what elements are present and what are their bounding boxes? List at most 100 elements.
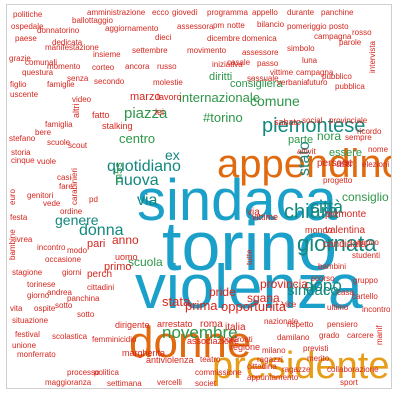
cloud-word: bambine: [8, 229, 17, 260]
cloud-word: presidente: [212, 345, 389, 387]
cloud-word: via: [137, 192, 158, 209]
cloud-word: storia: [11, 148, 31, 157]
cloud-word: cartello: [352, 292, 378, 301]
cloud-word: consigliera: [230, 78, 283, 90]
cloud-word: notte: [227, 21, 245, 30]
cloud-word: manif: [375, 325, 384, 345]
cloud-word: sgana: [247, 291, 280, 305]
cloud-word: societ: [195, 379, 217, 388]
cloud-word: italia: [225, 322, 246, 333]
cloud-word: internazionale: [179, 90, 260, 105]
cloud-word: cittadina: [247, 362, 277, 371]
cloud-word: cinque: [11, 156, 35, 165]
cloud-word: sport: [340, 378, 359, 387]
cloud-word: opportunità: [221, 299, 287, 314]
cloud-word: asti: [336, 159, 352, 170]
cloud-word: sabato: [274, 117, 301, 127]
cloud-word: ancora: [125, 62, 150, 71]
cloud-word: provinciale: [329, 116, 368, 125]
cloud-word: regione: [230, 342, 260, 352]
cloud-word: ballottaggio: [72, 16, 113, 25]
cloud-word: movimento: [187, 46, 227, 55]
cloud-word: piemonte: [325, 209, 367, 220]
cloud-word: parte: [288, 134, 313, 146]
cloud-word: sindaca: [137, 168, 338, 233]
cloud-word: andrea: [47, 288, 72, 297]
cloud-word: nora: [317, 129, 341, 143]
cloud-word: dicembre: [207, 34, 240, 43]
cloud-word: sotto: [55, 301, 73, 310]
cloud-word: piazza: [124, 105, 168, 122]
cloud-word: donnatorino: [37, 26, 80, 35]
cloud-word: consiglio: [342, 190, 389, 204]
cloud-word: grazie: [9, 54, 31, 63]
cloud-word: milano: [262, 346, 286, 355]
cloud-word: panchine: [321, 8, 354, 17]
cloud-word: video: [72, 95, 92, 104]
cloud-word: casale: [227, 58, 251, 67]
cloud-word: diritti: [209, 71, 232, 83]
cloud-word: attivit: [297, 147, 316, 156]
cloud-word: valentina: [325, 225, 365, 236]
cloud-word: rosso: [352, 28, 372, 37]
cloud-word: studenti: [352, 251, 380, 260]
cloud-word: politiche: [13, 10, 43, 19]
cloud-word: settembre: [132, 46, 168, 55]
cloud-word: pomeriggio: [287, 22, 327, 31]
cloud-word: unione: [12, 341, 37, 350]
cloud-word: pari: [87, 238, 105, 250]
cloud-word: ragazzi: [257, 355, 283, 364]
cloud-word: pensiero: [327, 320, 358, 329]
cloud-word: sempre: [345, 133, 372, 142]
cloud-word: passo: [257, 59, 279, 68]
cloud-word: uscente: [10, 90, 39, 99]
cloud-word: paese: [15, 34, 37, 43]
cloud-word: amministrazione: [87, 8, 146, 17]
cloud-word: confronti: [222, 335, 253, 344]
cloud-word: vercelli: [157, 378, 182, 387]
cloud-word: modo: [67, 246, 88, 255]
cloud-word: secondo: [94, 77, 125, 86]
cloud-word: grado: [319, 331, 340, 340]
cloud-word: ivrea: [15, 235, 33, 244]
cloud-word: torino: [162, 207, 337, 285]
cloud-word: comune: [250, 93, 300, 109]
cloud-word: famiglie: [47, 80, 75, 89]
cloud-word: ospite: [34, 304, 56, 313]
cloud-word: euro: [8, 188, 17, 205]
cloud-word: luna: [302, 56, 318, 65]
cloud-word: appuntamento: [247, 373, 299, 382]
cloud-word: iniziativa: [212, 60, 243, 69]
cloud-word: piemontese: [262, 115, 365, 137]
cloud-word: arrestato: [157, 319, 193, 329]
cloud-word: settimana: [107, 379, 142, 388]
cloud-word: corteo: [92, 63, 115, 72]
cloud-word: centro: [119, 131, 155, 146]
cloud-word: vice: [282, 300, 297, 309]
cloud-word: monferrato: [17, 350, 56, 359]
cloud-word: ordine: [60, 207, 83, 216]
cloud-word: dieci: [155, 33, 172, 42]
cloud-word: festa: [10, 213, 28, 222]
cloud-word: nuova: [115, 172, 159, 189]
cloud-word: intervista: [368, 40, 377, 73]
cloud-word: roma: [200, 319, 223, 330]
cloud-word: figlio: [10, 80, 27, 89]
cloud-word: pubblica: [335, 82, 365, 91]
cloud-word: commissione: [195, 368, 242, 377]
cloud-word: panchina: [67, 294, 100, 303]
cloud-word: nazionale: [264, 317, 299, 326]
cloud-word: previsti: [303, 344, 329, 353]
cloud-word: sindaco: [287, 282, 339, 299]
cloud-word: pm: [213, 21, 224, 30]
cloud-word: nome: [368, 145, 389, 154]
cloud-word: manifestazione: [45, 43, 99, 52]
cloud-word: momento: [47, 62, 81, 71]
cloud-word: dopo: [304, 276, 342, 295]
cloud-word: programma: [207, 8, 248, 17]
cloud-word: giovedì: [172, 8, 198, 17]
cloud-word: anno: [112, 233, 139, 247]
cloud-word: primo: [104, 261, 132, 273]
